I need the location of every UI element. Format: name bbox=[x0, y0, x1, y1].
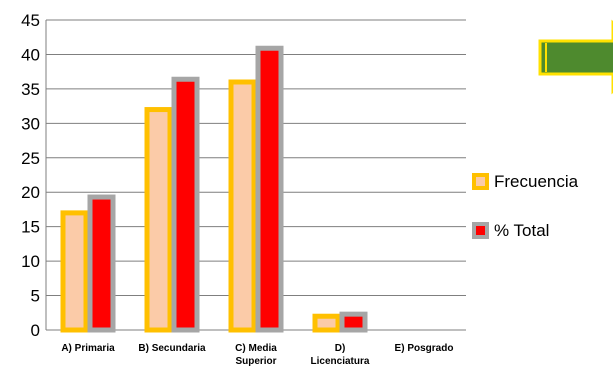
x-axis-ticks: A) Primaria B) Secundaria C) Media Superior… bbox=[61, 343, 453, 367]
bar-frecuencia-3 bbox=[312, 313, 341, 333]
y-axis-ticks: 0 5 10 15 20 25 30 35 40 45 bbox=[21, 11, 40, 340]
bar-porcentaje-0 bbox=[87, 194, 116, 333]
y-tick-label: 30 bbox=[21, 114, 40, 133]
x-tick-label: Licenciatura bbox=[311, 356, 370, 367]
y-tick-label: 0 bbox=[31, 321, 40, 340]
y-tick-label: 45 bbox=[21, 11, 40, 30]
bars bbox=[60, 45, 368, 333]
legend-label-0: Frecuencia bbox=[494, 172, 579, 191]
bar-porcentaje-1 bbox=[171, 76, 200, 333]
y-tick-label: 10 bbox=[21, 252, 40, 271]
bar-porcentaje-2 bbox=[255, 45, 284, 333]
y-tick-label: 35 bbox=[21, 80, 40, 99]
x-tick-label: Superior bbox=[235, 356, 276, 367]
x-tick-label: A) Primaria bbox=[61, 343, 115, 354]
y-tick-label: 25 bbox=[21, 149, 40, 168]
right-arrow-icon bbox=[538, 19, 613, 95]
y-tick-label: 15 bbox=[21, 218, 40, 237]
decorations bbox=[538, 19, 613, 95]
x-tick-label: C) Media bbox=[235, 343, 277, 354]
x-tick-label: E) Posgrado bbox=[395, 343, 454, 354]
legend-label-1: % Total bbox=[494, 221, 549, 240]
bar-porcentaje-3 bbox=[339, 311, 368, 333]
x-tick-label: D) bbox=[335, 343, 346, 354]
legend: Frecuencia % Total bbox=[472, 172, 579, 240]
bar-frecuencia-2 bbox=[228, 79, 257, 333]
y-tick-label: 40 bbox=[21, 45, 40, 64]
bar-frecuencia-0 bbox=[60, 210, 89, 333]
legend-swatch-0 bbox=[472, 173, 489, 190]
x-tick-label: B) Secundaria bbox=[138, 343, 206, 354]
bar-frecuencia-1 bbox=[144, 107, 173, 333]
legend-swatch-1 bbox=[472, 222, 489, 239]
y-tick-label: 5 bbox=[31, 287, 40, 306]
y-tick-label: 20 bbox=[21, 183, 40, 202]
